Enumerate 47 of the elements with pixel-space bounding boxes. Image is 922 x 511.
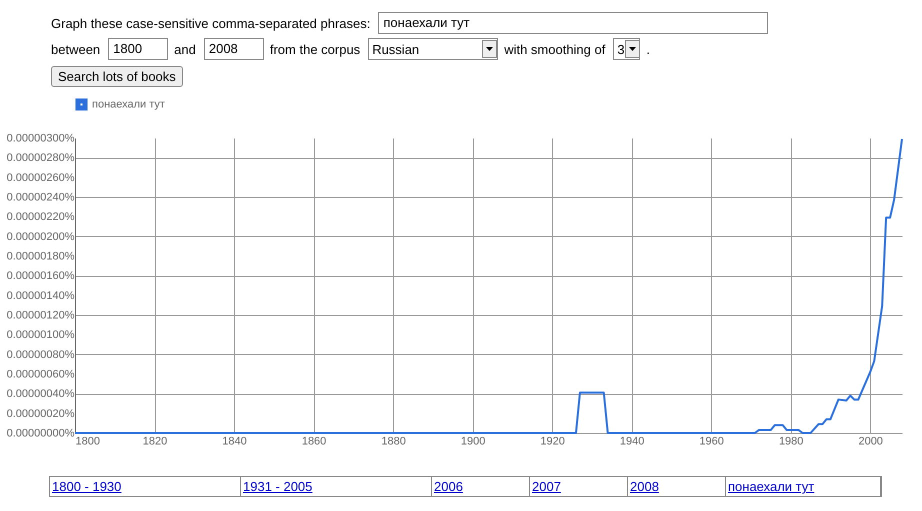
y-tick-label: 0.00000120%	[6, 310, 75, 322]
text: 3	[617, 42, 625, 56]
x-tick-label: 1880	[381, 436, 406, 448]
text: Graph these case-sensitive comma-separated phrases:	[51, 16, 370, 30]
y-tick-label: 0.00000040%	[6, 388, 75, 400]
text: 2008	[204, 38, 264, 60]
text: Search lots of books	[51, 66, 183, 87]
text: .	[646, 42, 650, 56]
text: 1800	[108, 38, 168, 60]
y-tick-label: 0.00000140%	[6, 290, 75, 302]
text: 2006	[432, 477, 530, 496]
y-tick-label: 0.00000180%	[6, 250, 75, 262]
y-tick-label: 0.00000300%	[6, 132, 75, 144]
text: with smoothing of	[504, 42, 606, 56]
x-tick-label: 1820	[142, 436, 168, 448]
text: понаехали тут	[726, 477, 881, 496]
text: and	[174, 42, 196, 56]
y-tick-label: 0.00000020%	[6, 408, 75, 420]
y-tick-label: 0.00000160%	[6, 270, 75, 282]
legend-label: понаехали тут	[92, 98, 165, 110]
x-tick-label: 1800	[76, 436, 100, 448]
y-tick-label: 0.00000000%	[6, 428, 75, 440]
y-tick-label: 0.00000260%	[6, 172, 75, 184]
text: 1931 - 2005	[241, 477, 432, 496]
x-tick-label: 1960	[699, 436, 724, 448]
x-tick-label: 1940	[620, 436, 644, 448]
y-tick-label: 0.00000200%	[6, 230, 75, 243]
y-tick-label: 0.00000280%	[6, 152, 75, 164]
text: 2007	[530, 477, 628, 496]
y-tick-label: 0.00000100%	[6, 329, 75, 342]
line-series	[74, 138, 903, 434]
text: 2008	[628, 477, 726, 496]
x-tick-label: 1980	[778, 436, 804, 448]
text: between	[51, 42, 100, 56]
x-tick-label: 1860	[302, 436, 326, 448]
y-tick-label: 0.00000060%	[6, 368, 75, 380]
y-tick-label: 0.00000080%	[6, 348, 75, 361]
text: 1800 - 1930	[50, 477, 241, 496]
x-tick-label: 2000	[858, 436, 883, 448]
text: from the corpus	[270, 42, 360, 56]
text: понаехали тут	[378, 12, 768, 34]
x-tick-label: 1840	[222, 436, 247, 448]
y-tick-label: 0.00000240%	[6, 192, 75, 204]
x-tick-label: 1920	[540, 436, 565, 448]
x-tick-label: 1900	[460, 436, 486, 448]
text: Russian	[372, 42, 420, 56]
y-tick-label: 0.00000220%	[6, 211, 75, 224]
